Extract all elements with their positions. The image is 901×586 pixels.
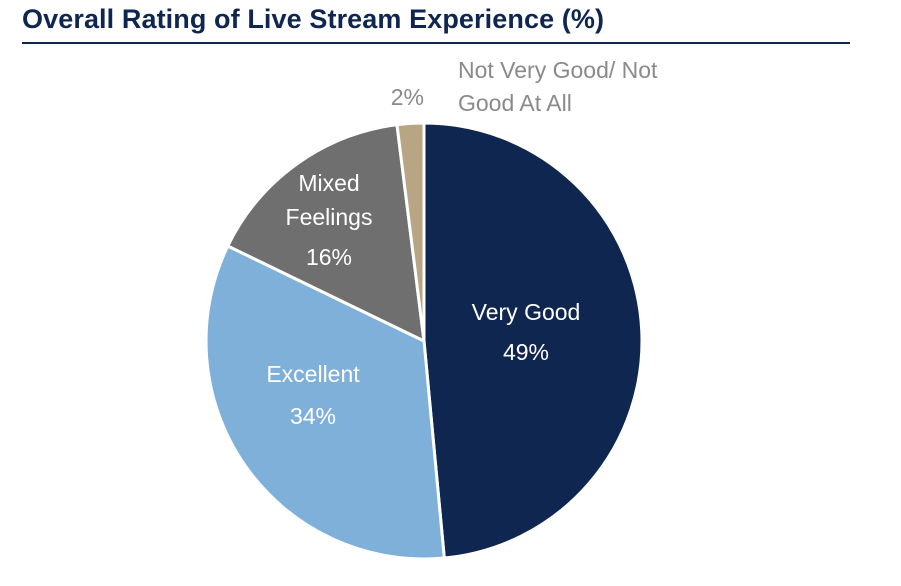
pie-slice-very-good [422, 121, 644, 560]
slice-label-mixed-feelings-line-2: Feelings [286, 204, 373, 230]
slice-label-not-very-good-not-good-at-all-line-2: Good At All [458, 90, 572, 116]
pie-slice-excellent [204, 244, 446, 561]
pie-slice-mixed-feelings [226, 123, 426, 343]
slice-value-very-good: 49% [503, 339, 549, 365]
pie-slices [204, 121, 644, 561]
slice-value-excellent: 34% [290, 403, 336, 429]
slice-value-not-very-good-not-good-at-all: 2% [391, 84, 424, 110]
pie-labels: Very Good 49% Excellent 34% Mixed Feelings 16%… [266, 57, 658, 429]
pie-slice-not-very-good-not-good-at-all [395, 121, 426, 343]
title-underline [22, 42, 850, 44]
slice-label-not-very-good-not-good-at-all-line-1: Not Very Good/ Not [458, 57, 658, 83]
chart-title: Overall Rating of Live Stream Experience… [22, 4, 605, 34]
slice-value-mixed-feelings: 16% [306, 244, 352, 270]
slice-label-excellent: Excellent [266, 361, 360, 387]
slice-label-mixed-feelings-line-1: Mixed [298, 170, 359, 196]
slice-label-very-good: Very Good [472, 299, 581, 325]
